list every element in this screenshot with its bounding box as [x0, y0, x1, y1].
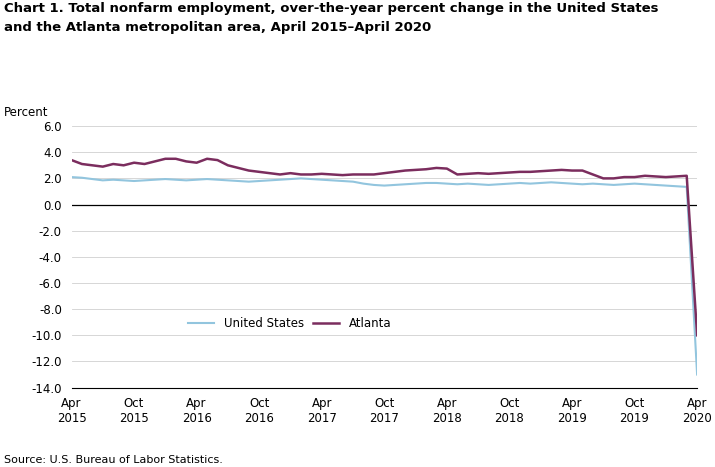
- United States: [67, 174, 76, 180]
- United States: [609, 182, 618, 188]
- United States: [693, 372, 701, 377]
- Atlanta: [161, 156, 169, 162]
- Line: United States: United States: [72, 177, 697, 375]
- Legend: United States, Atlanta: United States, Atlanta: [184, 312, 396, 335]
- United States: [192, 177, 201, 183]
- Text: Chart 1. Total nonfarm employment, over-the-year percent change in the United St: Chart 1. Total nonfarm employment, over-…: [4, 2, 658, 15]
- United States: [286, 176, 295, 182]
- Text: Source: U.S. Bureau of Labor Statistics.: Source: U.S. Bureau of Labor Statistics.: [4, 455, 222, 465]
- Atlanta: [620, 174, 628, 180]
- Atlanta: [203, 156, 212, 162]
- Atlanta: [67, 157, 76, 163]
- Atlanta: [297, 172, 305, 177]
- Atlanta: [224, 163, 232, 168]
- United States: [443, 181, 451, 186]
- Line: Atlanta: Atlanta: [72, 159, 697, 335]
- Text: Percent: Percent: [4, 106, 48, 119]
- United States: [401, 182, 410, 187]
- Text: and the Atlanta metropolitan area, April 2015–April 2020: and the Atlanta metropolitan area, April…: [4, 21, 431, 34]
- Atlanta: [453, 172, 462, 177]
- Atlanta: [693, 333, 701, 338]
- United States: [213, 177, 222, 183]
- Atlanta: [411, 167, 420, 173]
